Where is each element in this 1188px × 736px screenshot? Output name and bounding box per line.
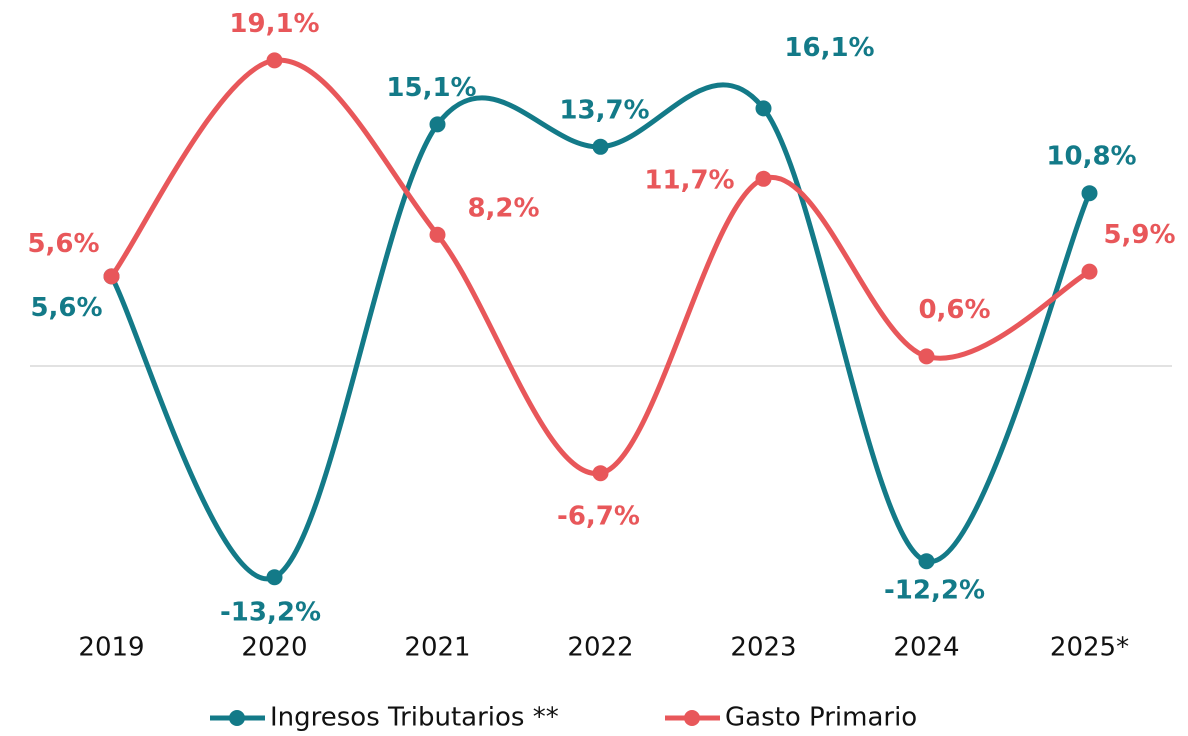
data-point: [592, 138, 609, 155]
data-point: [266, 569, 283, 586]
data-label: 15,1%: [386, 73, 476, 103]
data-label: 11,7%: [644, 165, 734, 195]
data-point: [755, 100, 772, 117]
data-point: [918, 553, 935, 570]
x-tick-label: 2022: [567, 633, 633, 663]
data-point: [1081, 185, 1098, 202]
x-tick-label: 2023: [730, 633, 796, 663]
data-label: 16,1%: [784, 33, 874, 63]
data-point: [918, 348, 935, 365]
data-point: [429, 116, 446, 133]
x-tick-label: 2021: [404, 633, 470, 663]
legend-marker: [229, 710, 245, 726]
data-label: 0,6%: [918, 295, 990, 325]
data-label: -12,2%: [884, 576, 985, 606]
data-label: 10,8%: [1046, 142, 1136, 172]
x-tick-label: 2025*: [1050, 633, 1129, 663]
data-label: 5,6%: [30, 293, 102, 323]
data-label: 5,9%: [1103, 220, 1175, 250]
data-point: [103, 268, 120, 285]
data-point: [429, 226, 446, 243]
data-point: [592, 465, 609, 482]
legend-marker: [684, 710, 700, 726]
data-point: [266, 52, 283, 69]
data-label: -13,2%: [220, 598, 321, 628]
legend-label: Gasto Primario: [725, 703, 917, 733]
data-label: 8,2%: [467, 193, 539, 223]
x-tick-label: 2020: [241, 633, 307, 663]
data-label: 13,7%: [559, 95, 649, 125]
x-tick-label: 2024: [893, 633, 959, 663]
data-point: [1081, 263, 1098, 280]
legend-label: Ingresos Tributarios **: [270, 703, 559, 733]
data-point: [755, 170, 772, 187]
data-label: 5,6%: [27, 229, 99, 259]
data-label: 19,1%: [229, 9, 319, 39]
data-label: -6,7%: [557, 502, 640, 532]
x-tick-label: 2019: [78, 633, 144, 663]
